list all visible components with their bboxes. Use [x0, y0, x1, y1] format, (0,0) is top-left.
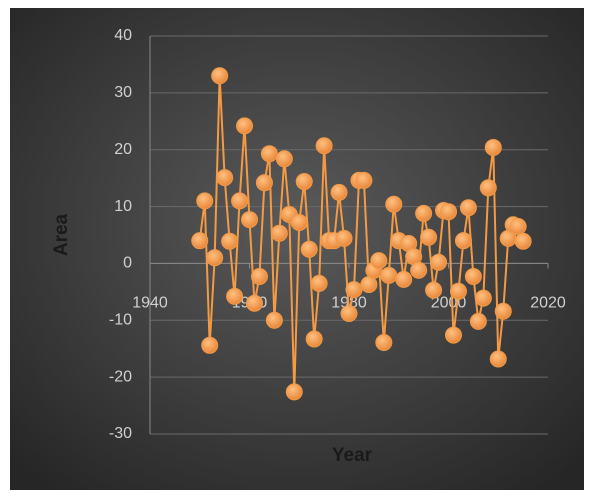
y-tick-label: 30 [114, 84, 132, 101]
marker [355, 171, 373, 189]
marker [226, 287, 244, 305]
marker [221, 232, 239, 250]
y-tick-label: 40 [114, 27, 132, 44]
marker [330, 183, 348, 201]
y-tick-label: -20 [109, 368, 132, 385]
marker [425, 281, 443, 299]
marker [345, 281, 363, 299]
marker [489, 350, 507, 368]
marker [201, 336, 219, 354]
marker [464, 268, 482, 286]
marker [250, 268, 268, 286]
marker [231, 192, 249, 210]
marker [360, 275, 378, 293]
x-axis-label: Year [332, 445, 373, 466]
marker [260, 145, 278, 163]
marker [236, 117, 254, 135]
marker [380, 266, 398, 284]
y-tick-label: 20 [114, 141, 132, 158]
marker [420, 228, 438, 246]
marker [385, 195, 403, 213]
marker [275, 150, 293, 168]
y-tick-label: 10 [114, 198, 132, 215]
y-tick-label: 0 [123, 255, 132, 272]
marker [444, 326, 462, 344]
marker [241, 211, 258, 229]
marker [479, 179, 497, 197]
marker [285, 383, 303, 401]
marker [440, 203, 457, 221]
marker [315, 137, 333, 155]
chart-background [10, 8, 584, 490]
marker [395, 270, 413, 288]
marker [191, 232, 209, 250]
y-axis-label: Area [51, 213, 72, 256]
marker [494, 302, 512, 320]
marker [270, 224, 288, 242]
marker [375, 333, 393, 351]
marker [410, 261, 428, 279]
marker [474, 289, 492, 307]
marker [290, 213, 308, 231]
marker [449, 282, 467, 300]
marker [484, 138, 502, 156]
marker [370, 252, 388, 270]
marker [415, 204, 433, 222]
marker [335, 229, 353, 247]
marker [469, 312, 487, 330]
marker [514, 232, 532, 250]
marker [310, 274, 328, 292]
x-tick-label: 2020 [530, 295, 566, 312]
marker [459, 199, 477, 217]
marker [196, 192, 214, 210]
marker [300, 240, 318, 258]
x-tick-label: 1940 [132, 295, 168, 312]
marker [509, 217, 527, 235]
marker [340, 304, 358, 322]
marker [245, 294, 263, 312]
marker [216, 169, 234, 187]
y-tick-label: -30 [109, 425, 132, 442]
marker [211, 67, 229, 85]
marker [295, 173, 313, 191]
marker [454, 232, 472, 250]
marker [430, 253, 448, 271]
marker [305, 330, 323, 348]
marker [255, 174, 273, 192]
marker [206, 249, 224, 267]
marker [265, 311, 283, 329]
y-tick-label: -10 [109, 312, 132, 329]
